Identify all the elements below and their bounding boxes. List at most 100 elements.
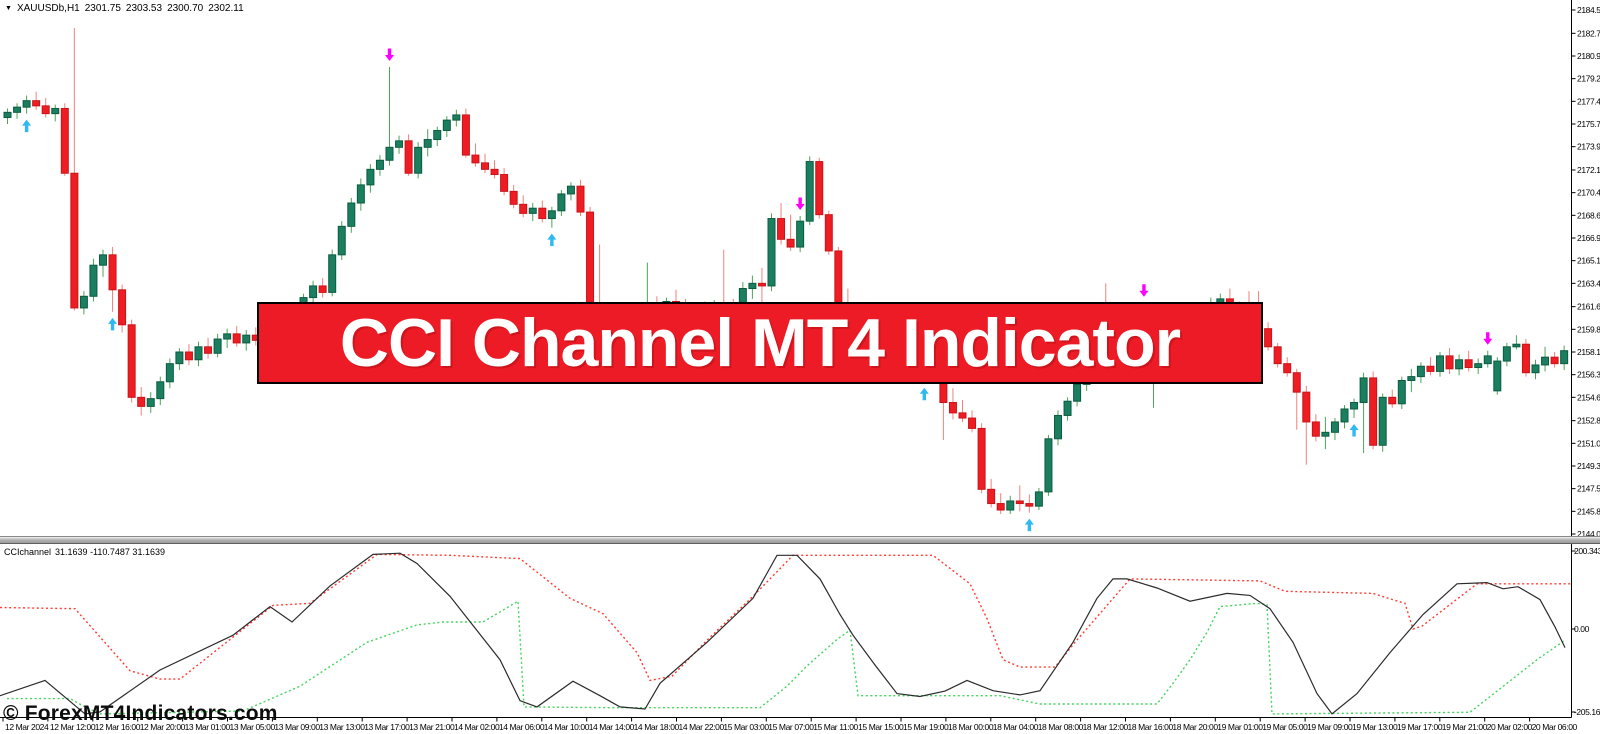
bear-candle [41, 105, 50, 115]
bull-candle [51, 107, 60, 115]
bear-candle [108, 254, 117, 291]
price-scale-label: 2172.15 [1577, 165, 1600, 175]
price-scale-label: 2145.80 [1577, 506, 1600, 516]
bull-candle [3, 111, 12, 119]
bear-candle [834, 250, 843, 308]
bull-candle [1560, 350, 1569, 365]
bull-candle [337, 225, 346, 256]
bull-candle [1350, 402, 1359, 410]
cci-lower-channel-line [7, 600, 1566, 715]
price-scale-label: 2177.45 [1577, 96, 1600, 106]
price-scale-label: 2144.05 [1577, 529, 1600, 539]
price-scale-label: 2152.80 [1577, 416, 1600, 426]
bull-candle [22, 100, 31, 108]
bear-candle [586, 211, 595, 313]
cci-indicator-layer [0, 552, 1571, 715]
price-scale-label: 2151.05 [1577, 438, 1600, 448]
bull-candle [385, 146, 394, 161]
bear-candle [786, 238, 795, 248]
time-scale-label: 19 Mar 09:00 [1307, 722, 1353, 732]
bear-candle [404, 140, 413, 174]
bull-candle [805, 161, 814, 222]
cci-upper-channel-line [0, 553, 1571, 682]
sell-arrow-icon [1483, 332, 1493, 345]
price-scale-label: 2182.70 [1577, 28, 1600, 38]
price-scale-label: 2170.40 [1577, 188, 1600, 198]
time-scale-label: 13 Mar 09:00 [274, 722, 320, 732]
quote-high: 2303.53 [125, 3, 163, 14]
time-scale-label: 19 Mar 13:00 [1352, 722, 1398, 732]
bear-candle [996, 503, 1005, 511]
bear-candle [948, 402, 957, 414]
time-scale-label: 14 Mar 22:00 [679, 722, 725, 732]
bull-candle [1407, 376, 1416, 381]
bear-candle [977, 427, 986, 490]
bull-candle [223, 333, 232, 340]
bull-candle [1034, 491, 1043, 507]
panel-separator-handle[interactable] [0, 536, 1600, 544]
bear-candle [1464, 359, 1473, 369]
chevron-down-icon[interactable]: ▼ [5, 4, 12, 12]
bear-candle [987, 488, 996, 505]
bull-candle [375, 159, 384, 170]
indicator-label: CCIchannel 31.1639 -110.7487 31.1639 [4, 547, 165, 557]
bull-candle [1436, 355, 1444, 372]
price-scale-label: 2156.35 [1577, 370, 1600, 380]
indicator-scale-label: 0.00 [1574, 624, 1590, 634]
bull-candle [1054, 414, 1062, 440]
bull-candle [566, 185, 575, 195]
watermark: © ForexMT4Indicators.com [3, 702, 278, 725]
time-scale-label: 13 Mar 17:00 [364, 722, 410, 732]
time-scale-label: 15 Mar 15:00 [858, 722, 904, 732]
time-scale-label: 20 Mar 06:00 [1532, 722, 1578, 732]
price-scale-label: 2175.70 [1577, 119, 1600, 129]
price-scale-label: 2159.85 [1577, 324, 1600, 334]
bull-candle [242, 334, 251, 344]
bull-candle [1321, 431, 1330, 437]
time-scale-label: 19 Mar 17:00 [1397, 722, 1443, 732]
bull-candle [748, 282, 757, 290]
bull-candle [1006, 500, 1015, 511]
time-scale-label: 18 Mar 04:00 [993, 722, 1039, 732]
time-scale-label: 12 Mar 16:00 [95, 722, 141, 732]
bull-candle [1340, 408, 1349, 423]
bear-candle [1550, 356, 1559, 365]
sell-arrow-icon [1139, 284, 1149, 297]
bull-candle [1044, 438, 1053, 493]
time-scale-label: 18 Mar 12:00 [1083, 722, 1129, 732]
time-scale-label: 13 Mar 05:00 [230, 722, 276, 732]
time-scale-label: 20 Mar 02:00 [1487, 722, 1533, 732]
bull-candle [99, 254, 107, 266]
quote-close: 2302.11 [208, 3, 244, 14]
time-scale-label: 18 Mar 08:00 [1038, 722, 1084, 732]
title-banner: CCI Channel MT4 Indicator [257, 302, 1263, 384]
bear-candle [461, 114, 470, 156]
bull-candle [423, 139, 432, 148]
price-scale-label: 2158.10 [1577, 347, 1600, 357]
bear-candle [815, 161, 824, 216]
bull-candle [13, 106, 22, 113]
bull-candle [1493, 360, 1502, 392]
bear-candle [777, 218, 786, 240]
bear-candle [70, 172, 79, 309]
bear-candle [1025, 503, 1034, 507]
bull-candle [452, 114, 461, 121]
price-scale-label: 2149.30 [1577, 461, 1600, 471]
sell-arrow-icon [795, 197, 805, 210]
bull-candle [175, 351, 184, 365]
bull-candle [347, 202, 356, 227]
bear-candle [1302, 391, 1311, 423]
bull-candle [1512, 343, 1521, 348]
bull-candle [1416, 365, 1425, 378]
time-scale-label: 14 Mar 06:00 [499, 722, 545, 732]
bear-candle [1273, 346, 1282, 365]
bull-candle [1397, 379, 1406, 405]
bull-candle [366, 168, 375, 186]
price-scale-label: 2165.15 [1577, 256, 1600, 266]
bear-candle [1292, 372, 1301, 393]
bear-candle [538, 207, 547, 220]
bull-candle [1359, 377, 1368, 404]
time-scale-label: 18 Mar 16:00 [1128, 722, 1174, 732]
indicator-name: CCIchannel [4, 547, 52, 557]
price-scale-label: 2147.55 [1577, 484, 1600, 494]
